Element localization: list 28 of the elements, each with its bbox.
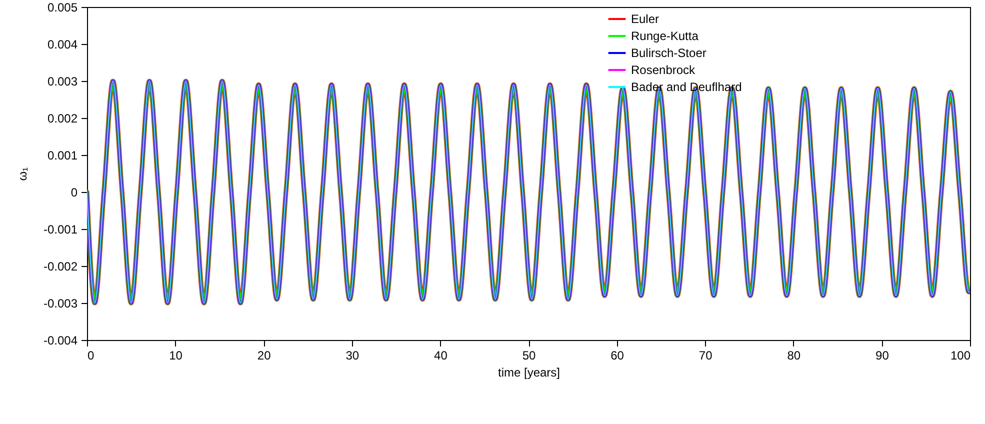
legend-label: Bulirsch-Stoer <box>631 46 706 60</box>
legend-label: Rosenbrock <box>631 63 696 77</box>
legend-label: Euler <box>631 12 660 26</box>
x-axis-title: time [years] <box>498 366 560 380</box>
x-tick-label: 0 <box>88 348 94 362</box>
x-tick-label: 70 <box>698 348 713 362</box>
y-tick-label: 0.004 <box>47 38 78 52</box>
x-tick-label: 20 <box>257 348 272 362</box>
y-tick-label: -0.002 <box>43 260 78 274</box>
x-tick-label: 90 <box>876 348 890 362</box>
y-tick-label: 0.005 <box>47 0 78 14</box>
x-tick-label: 50 <box>522 348 536 362</box>
x-tick-label: 30 <box>346 348 360 362</box>
y-tick-label: 0.001 <box>47 148 78 162</box>
x-tick-label: 100 <box>950 348 971 362</box>
x-tick-label: 10 <box>169 348 183 362</box>
legend-label: Runge-Kutta <box>631 29 699 43</box>
legend-label: Bader and Deuflhard <box>631 80 742 94</box>
y-tick-label: -0.001 <box>43 222 78 236</box>
x-tick-label: 80 <box>787 348 801 362</box>
y-tick-label: -0.004 <box>43 334 78 348</box>
y-tick-label: 0.002 <box>47 112 78 126</box>
y-tick-label: 0.003 <box>47 74 78 88</box>
y-tick-label: 0 <box>70 186 78 200</box>
y-axis-title: ω₁ <box>15 167 30 181</box>
x-tick-label: 60 <box>610 348 624 362</box>
x-tick-label: 40 <box>434 348 448 362</box>
y-tick-label: -0.003 <box>43 296 78 310</box>
